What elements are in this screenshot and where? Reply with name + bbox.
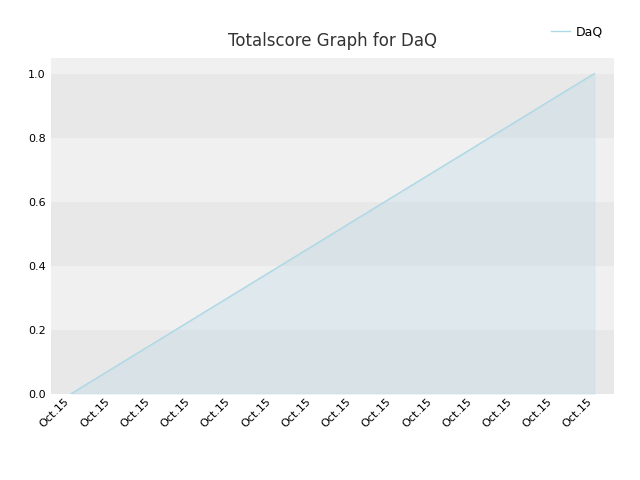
Bar [51, 202, 614, 265]
DaQ [67, 391, 75, 396]
Line: DaQ: DaQ [71, 73, 595, 394]
DaQ [389, 194, 397, 200]
DaQ [429, 169, 437, 175]
DaQ [470, 144, 477, 150]
DaQ [309, 243, 317, 249]
DaQ [510, 120, 518, 126]
DaQ [269, 268, 276, 274]
Bar [51, 138, 614, 202]
Bar [51, 265, 614, 330]
Bar [51, 330, 614, 394]
DaQ [188, 317, 196, 323]
DaQ [228, 292, 236, 298]
DaQ [349, 218, 356, 224]
DaQ [591, 71, 598, 76]
DaQ [108, 366, 115, 372]
Bar [51, 73, 614, 138]
Legend: DaQ: DaQ [546, 20, 608, 43]
Title: Totalscore Graph for DaQ: Totalscore Graph for DaQ [228, 33, 437, 50]
Bar [51, 58, 614, 73]
DaQ [550, 96, 558, 101]
DaQ [148, 341, 156, 347]
